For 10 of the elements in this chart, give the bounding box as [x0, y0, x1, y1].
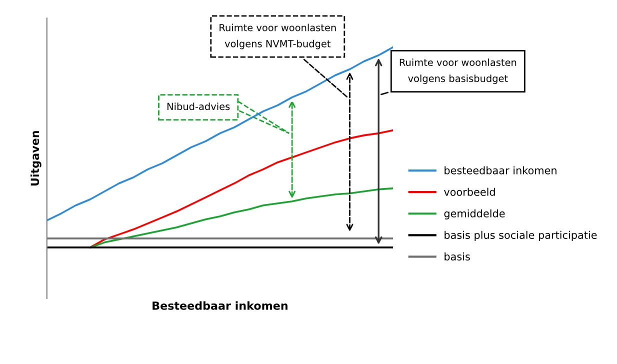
legend-label: basis plus sociale participatie	[444, 230, 597, 241]
legend-label: voorbeeld	[444, 188, 495, 196]
x-axis-title: Besteedbaar inkomen	[152, 301, 288, 310]
legend-label: basis	[444, 252, 470, 260]
annotation: Ruimte voor woonlasten volgens basisbudget	[400, 58, 516, 84]
legend-label: gemiddelde	[444, 209, 505, 220]
annotation: Nibud-advies	[167, 102, 230, 110]
legend-label: besteedbaar inkomen	[444, 166, 556, 174]
annotation: Ruimte voor woonlasten volgens NVMT-budget	[220, 24, 336, 50]
y-axis-title: Uitgaven	[30, 131, 42, 186]
